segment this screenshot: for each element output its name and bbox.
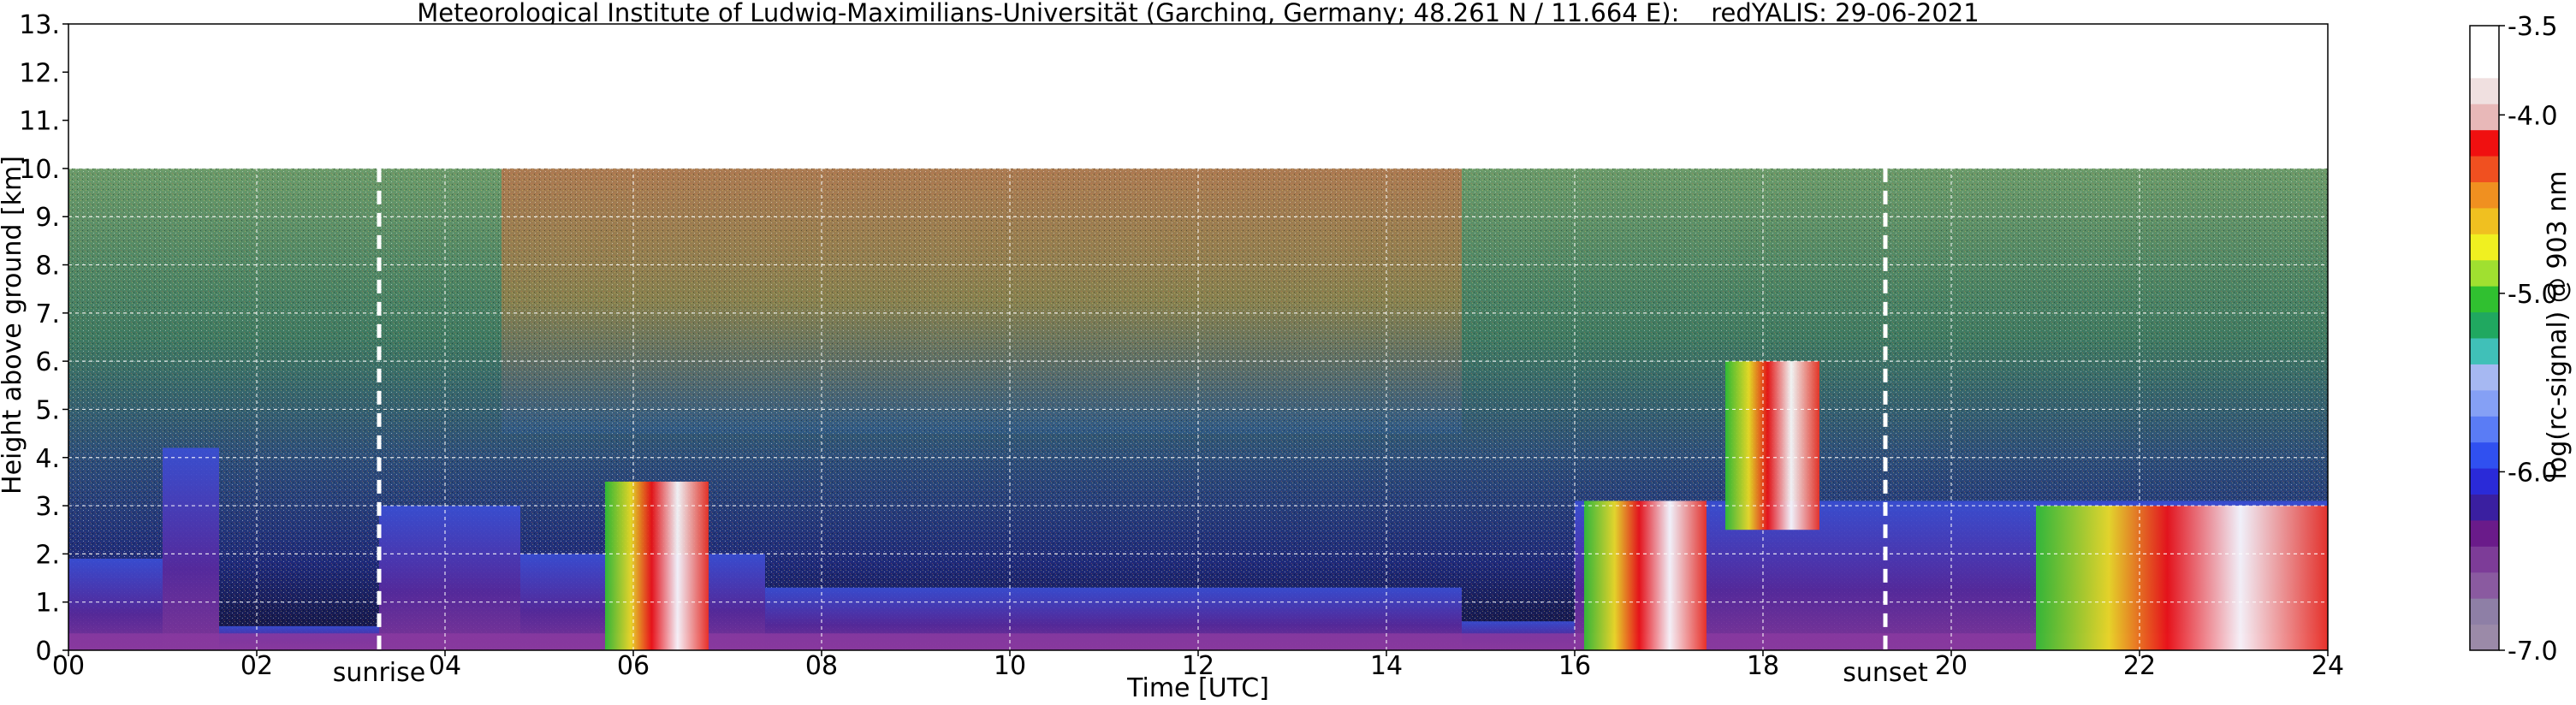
- cloud-region: [2036, 506, 2328, 650]
- grid: [68, 24, 2328, 650]
- colorbar-swatch: [2470, 441, 2499, 469]
- colorbar-tick-label: -4.0: [2508, 101, 2558, 131]
- x-axis: 00 02 04 06 08 10 12 14 16 18 20 22 24: [52, 650, 2344, 681]
- chart-title: Meteorological Institute of Ludwig-Maxim…: [417, 0, 1979, 27]
- colorbar-swatch: [2470, 259, 2499, 287]
- colorbar-swatch: [2470, 338, 2499, 364]
- colorbar-swatch: [2470, 181, 2499, 209]
- colorbar-swatch: [2470, 207, 2499, 234]
- x-tick-label: 00: [52, 651, 85, 681]
- x-tick-label: 10: [994, 651, 1026, 681]
- colorbar-swatch: [2470, 26, 2499, 52]
- y-axis-label: Height above ground [km]: [0, 156, 27, 495]
- y-tick-label: 10.: [19, 155, 60, 185]
- colorbar-swatch: [2470, 286, 2499, 313]
- colorbar-swatch: [2470, 598, 2499, 625]
- colorbar-swatch: [2470, 468, 2499, 495]
- colorbar-swatch: [2470, 546, 2499, 573]
- colorbar-swatch: [2470, 104, 2499, 131]
- x-tick-label: 08: [805, 651, 838, 681]
- y-tick-label: 6.: [35, 347, 60, 377]
- colorbar-tick-label: -6.0: [2508, 458, 2558, 488]
- colorbar: -3.5 -4.0 -5.0 -6.0 -7.0: [2469, 12, 2558, 666]
- colorbar-swatch: [2470, 364, 2499, 391]
- colorbar-swatch: [2470, 624, 2499, 651]
- colorbar-swatch: [2470, 51, 2499, 79]
- x-tick-label: 04: [429, 651, 461, 681]
- event-label-sunset: sunset: [1843, 658, 1928, 688]
- colorbar-swatch: [2470, 156, 2499, 182]
- colorbar-swatch: [2470, 389, 2499, 417]
- x-tick-label: 16: [1558, 651, 1591, 681]
- colorbar-tick-label: -5.0: [2508, 280, 2558, 310]
- y-tick-label: 1.: [35, 589, 60, 619]
- x-axis-label: Time [UTC]: [1126, 673, 1269, 703]
- y-tick-label: 9.: [35, 203, 60, 233]
- colorbar-swatch: [2470, 234, 2499, 261]
- colorbar-swatch: [2470, 494, 2499, 521]
- cloud-region: [1584, 501, 1706, 650]
- x-tick-label: 12: [1182, 651, 1214, 681]
- y-axis: 0. 1. 2. 3. 4. 5. 6. 7. 8. 9. 10. 11. 12. 13.: [19, 10, 68, 666]
- colorbar-swatch: [2470, 572, 2499, 599]
- x-tick-label: 22: [2123, 651, 2156, 681]
- y-tick-label: 11.: [19, 107, 60, 137]
- x-tick-label: 20: [1935, 651, 1968, 681]
- colorbar-label: log(rc-signal) @ 903 nm: [2543, 171, 2573, 480]
- y-tick-label: 0.: [35, 637, 60, 666]
- y-tick-label: 5.: [35, 395, 60, 425]
- colorbar-tick-label: -3.5: [2508, 12, 2558, 42]
- cloud-region: [1725, 361, 1819, 530]
- y-tick-label: 12.: [19, 58, 60, 88]
- y-tick-label: 2.: [35, 540, 60, 570]
- y-tick-label: 7.: [35, 299, 60, 329]
- colorbar-swatch: [2470, 416, 2499, 443]
- colorbar-tick-label: -7.0: [2508, 637, 2558, 666]
- colorbar-frame: [2469, 25, 2500, 651]
- colorbar-swatch: [2470, 77, 2499, 104]
- colorbar-swatch: [2470, 519, 2499, 547]
- x-tick-label: 24: [2312, 651, 2344, 681]
- x-tick-label: 02: [240, 651, 273, 681]
- event-label-sunrise: sunrise: [333, 658, 425, 688]
- y-tick-label: 4.: [35, 444, 60, 474]
- events: sunrise sunset: [333, 168, 1928, 688]
- colorbar-swatch: [2470, 129, 2499, 157]
- y-tick-label: 13.: [19, 10, 60, 40]
- y-tick-label: 8.: [35, 252, 60, 281]
- boundary-layer-region: [379, 506, 520, 650]
- colorbar-swatch: [2470, 311, 2499, 339]
- x-tick-label: 18: [1747, 651, 1779, 681]
- x-tick-label: 14: [1370, 651, 1403, 681]
- x-tick-label: 06: [617, 651, 650, 681]
- cloud-region: [605, 481, 709, 650]
- y-tick-label: 3.: [35, 492, 60, 522]
- boundary-layer-region: [163, 447, 219, 650]
